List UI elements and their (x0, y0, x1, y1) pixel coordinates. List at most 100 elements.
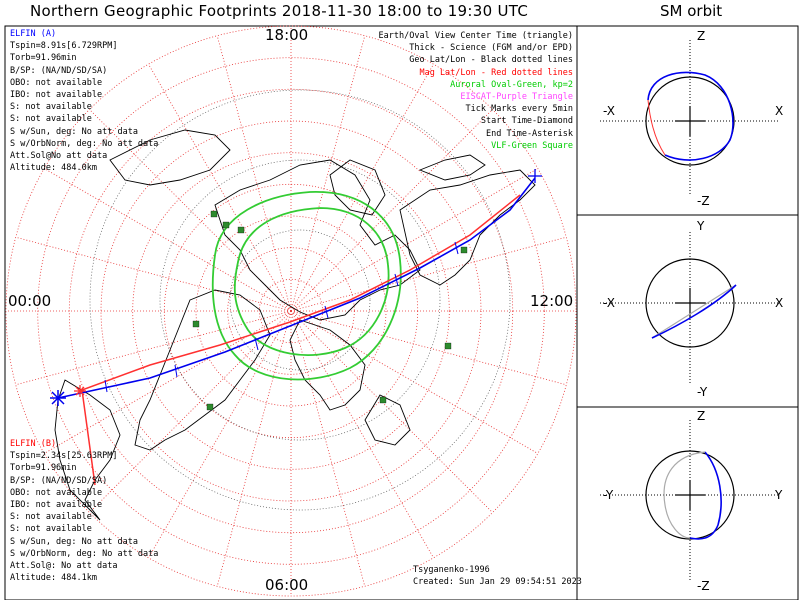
elfin-b-info: ELFIN (B) Tspin=2.34s[25.63RPM] Torb=91.… (10, 438, 158, 584)
legend-item: Earth/Oval View Center Time (triangle) (378, 31, 573, 41)
mag-grid (5, 25, 577, 597)
legend-item: Thick - Science (FGM and/or EPD) (409, 43, 573, 54)
elfin-b-track (81, 194, 521, 486)
mag-lon-line (290, 35, 366, 312)
elfin-a-line: IBO: not available (10, 90, 103, 101)
mag-lon-line (216, 310, 292, 587)
elfin-a-header: ELFIN (A) (10, 29, 57, 39)
mag-lon-line (290, 236, 567, 312)
map-legend: Earth/Oval View Center Time (triangle) T… (379, 30, 573, 152)
mag-lon-line (43, 310, 292, 454)
sm2-bottom: -Y (697, 385, 708, 399)
mag-lon-line (89, 109, 292, 312)
mag-lon-line (89, 310, 292, 513)
sm1-bottom: -Z (697, 194, 710, 208)
legend-item: Start Time-Diamond (480, 116, 573, 127)
time-label-right: 12:00 (530, 292, 573, 310)
elfin-a-line: Torb=91.96min (10, 53, 77, 64)
sm-panel-2 (600, 232, 780, 385)
elfin-b-line: S w/Sun, deg: No att data (10, 536, 138, 547)
elfin-b-line: B/SP: (NA/ND/SD/SA) (10, 475, 108, 486)
sm1-left: -X (603, 104, 615, 118)
track-ticks (104, 241, 459, 393)
elfin-b-header: ELFIN (B) (10, 439, 57, 449)
mag-lon-line (290, 310, 493, 513)
plot-title: Northern Geographic Footprints 2018-11-3… (30, 2, 529, 20)
elfin-b-line: S w/OrbNorm, deg: No att data (10, 548, 159, 559)
mag-lon-line (290, 310, 538, 454)
mag-lon-line (15, 236, 292, 312)
sm-panel-1 (600, 40, 780, 195)
credit-created: Created: Sun Jan 29 09:54:51 2023 (413, 577, 582, 587)
end-asterisk-b (74, 385, 86, 397)
mag-lat-circle (5, 25, 577, 597)
legend-item: Geo Lat/Lon - Black dotted lines (409, 55, 573, 66)
elfin-b-line: S: not available (10, 512, 92, 523)
coastlines (54, 129, 536, 521)
mag-lon-line (15, 310, 292, 386)
sm-orbit-title: SM orbit (660, 2, 723, 20)
mag-lon-line (148, 63, 292, 312)
credit-author: Tsyganenko-1996 (413, 565, 490, 575)
elfin-a-line: Att.Sol@No att data (10, 151, 108, 162)
elfin-b-line: OBO: not available (10, 487, 103, 498)
time-label-top: 18:00 (265, 26, 308, 44)
mag-lat-circle (195, 215, 387, 407)
elfin-b-line: Att.Sol@: No att data (10, 561, 118, 572)
elfin-a-line: S w/OrbNorm, deg: No att data (10, 138, 159, 149)
geo-lat-circle (159, 159, 441, 441)
end-asterisk-a (50, 390, 66, 406)
mag-lat-circle (132, 152, 450, 470)
sm-frame (576, 25, 799, 600)
legend-item: End Time-Asterisk (486, 128, 573, 139)
sm2-top: Y (696, 219, 705, 233)
elfin-b-line: S: not available (10, 524, 92, 535)
legend-item: EISCAT-Purple Triangle (460, 92, 573, 103)
sm2-right: X (775, 296, 783, 310)
elfin-a-track (57, 177, 536, 399)
sm-panel-3 (600, 420, 780, 580)
elfin-b-line: IBO: not available (10, 500, 103, 511)
elfin-a-info: ELFIN (A) Tspin=8.91s[6.729RPM] Torb=91.… (10, 28, 158, 174)
mag-lon-line (290, 109, 493, 312)
legend-item: Auroral Oval-Green, kp=2 (450, 79, 573, 90)
mag-lon-line (290, 310, 567, 386)
elfin-a-line: Tspin=8.91s[6.729RPM] (10, 41, 118, 52)
mag-lon-line (216, 35, 292, 312)
geo-grid (89, 89, 511, 511)
mag-lon-line (290, 310, 434, 558)
legend-item: Mag Lat/Lon - Red dotted lines (419, 67, 573, 78)
elfin-b-line: Altitude: 484.1km (10, 573, 97, 584)
sm2-left: -X (603, 296, 615, 310)
mag-lon-line (43, 168, 292, 312)
sm3-left: -Y (603, 488, 614, 502)
elfin-a-line: Altitude: 484.0km (10, 163, 97, 174)
geo-lat-circle (229, 229, 371, 371)
elfin-b-line: Torb=91.96min (10, 463, 77, 474)
time-label-bottom: 06:00 (265, 576, 308, 594)
start-asterisk-a (528, 169, 542, 183)
mag-lon-line (290, 310, 366, 587)
elfin-a-line: S: not available (10, 102, 92, 113)
sm3-right: Y (774, 488, 783, 502)
sm1-top: Z (697, 29, 705, 43)
sm3-bottom: -Z (697, 579, 710, 593)
legend-item: VLF-Green Square (491, 140, 573, 151)
elfin-a-line: B/SP: (NA/ND/SD/SA) (10, 65, 108, 76)
sm1-right: X (775, 104, 783, 118)
legend-item: Tick Marks every 5min (465, 104, 573, 115)
mag-lat-circle (258, 278, 324, 344)
elfin-a-line: OBO: not available (10, 77, 103, 88)
mag-lon-line (290, 168, 538, 312)
time-label-left: 00:00 (8, 292, 51, 310)
vlf-stations (192, 210, 468, 411)
elfin-a-line: S: not available (10, 114, 92, 125)
mag-lon-line (290, 63, 434, 312)
geo-lat-circle (89, 89, 511, 511)
elfin-b-line: Tspin=2.34s[25.63RPM] (10, 451, 118, 462)
mag-lat-circle (37, 57, 545, 565)
sm3-top: Z (697, 409, 705, 423)
mag-lat-circle (68, 88, 514, 534)
auroral-oval (211, 191, 402, 381)
